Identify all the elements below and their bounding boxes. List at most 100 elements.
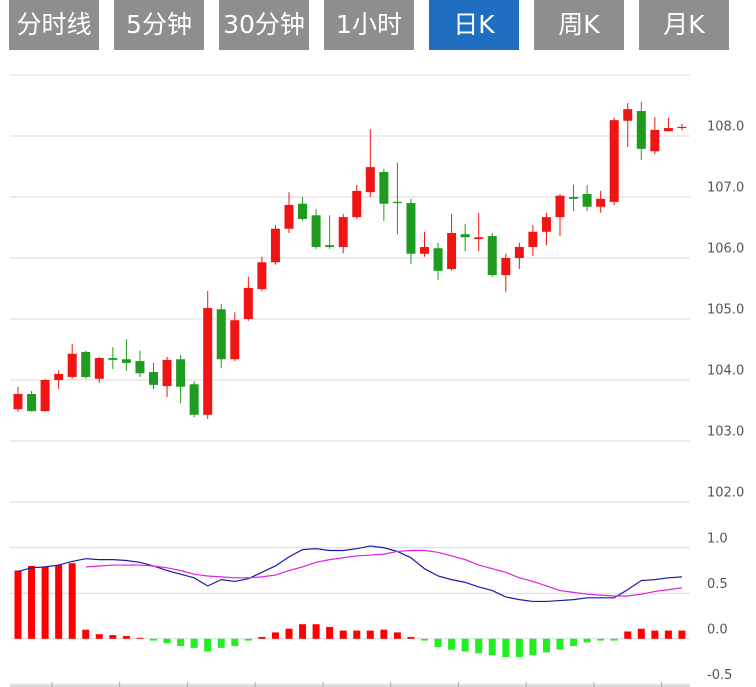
macd-bar [285, 628, 293, 639]
macd-bar [244, 638, 252, 641]
macd-bar [393, 632, 401, 639]
candle-body [609, 120, 619, 202]
candle-body [474, 237, 484, 240]
y-tick-label: 104.0 [707, 364, 744, 379]
macd-bar [28, 565, 36, 639]
macd-bar [678, 630, 686, 639]
macd-line [17, 545, 682, 603]
macd-bar [434, 638, 442, 647]
macd-bar [353, 630, 361, 639]
macd-bar [299, 624, 307, 639]
period-tab[interactable]: 1小时 [324, 0, 414, 50]
candle-body [149, 372, 158, 385]
macd-bar [55, 565, 63, 639]
candle-body [162, 359, 172, 387]
period-tab[interactable]: 月K [639, 0, 729, 50]
candle-body [121, 359, 131, 363]
macd-bar [529, 638, 537, 656]
candle-body [54, 373, 64, 380]
macd-bar [14, 570, 22, 639]
candle-body [636, 110, 646, 149]
macd-bar [542, 638, 550, 653]
macd-bar [163, 638, 171, 644]
candle-body [433, 248, 443, 271]
candle-body [487, 236, 497, 276]
macd-bar [597, 638, 605, 641]
y-tick-label: 108.0 [707, 120, 744, 135]
macd-line [85, 549, 683, 597]
y-tick-label: 102.0 [707, 486, 744, 501]
candle-body [365, 167, 375, 193]
macd-bar [624, 631, 632, 639]
macd-bar [664, 630, 672, 639]
macd-bar [515, 638, 523, 657]
macd-bar [380, 629, 388, 639]
macd-bar [556, 638, 564, 650]
macd-bar [339, 630, 347, 639]
candle-body [284, 204, 294, 229]
macd-bar [502, 638, 510, 657]
period-tab[interactable]: 分时线 [9, 0, 99, 50]
candle-body [541, 217, 551, 232]
candle-body [501, 258, 511, 276]
macd-bar [461, 638, 469, 652]
period-tab[interactable]: 5分钟 [114, 0, 204, 50]
candle-body [569, 197, 579, 199]
candle-body [27, 394, 37, 412]
candle-body [67, 353, 77, 377]
candle-body [176, 359, 186, 387]
candle-body [677, 126, 687, 129]
macd-bar [475, 638, 483, 654]
candle-body [420, 247, 429, 254]
macd-bar [136, 637, 144, 639]
candle-body [270, 228, 280, 263]
candle-body [94, 358, 104, 379]
candle-body [325, 245, 335, 248]
candle-body [230, 320, 240, 360]
y-tick-label: 0.5 [707, 577, 728, 592]
candle-body [135, 361, 145, 374]
macd-bar [610, 638, 618, 641]
macd-bar [68, 563, 76, 639]
macd-bar [150, 638, 157, 641]
candle-body [352, 190, 362, 218]
macd-bar [583, 638, 591, 643]
candle-body [216, 309, 226, 360]
macd-bar [95, 634, 103, 639]
candle-body [650, 129, 660, 152]
candle-body [298, 203, 308, 219]
candle-body [663, 128, 673, 132]
period-tab[interactable]: 日K [429, 0, 519, 50]
period-tab[interactable]: 30分钟 [219, 0, 309, 50]
candle-body [460, 234, 470, 238]
candle-body [623, 109, 633, 121]
candle-body [81, 351, 91, 377]
macd-bar [326, 626, 334, 639]
macd-bar [231, 638, 239, 647]
y-tick-label: 107.0 [707, 181, 744, 196]
candle-body [528, 231, 538, 248]
macd-bar [41, 566, 49, 639]
macd-bar [488, 638, 496, 656]
macd-bar [637, 628, 645, 639]
candle-body [203, 308, 213, 415]
y-tick-label: 0.0 [707, 622, 728, 637]
macd-bar [122, 636, 130, 639]
y-tick-label: -0.5 [707, 668, 732, 683]
macd-bar [651, 630, 659, 639]
macd-bar [271, 632, 279, 639]
macd-bar [312, 624, 320, 639]
period-tab[interactable]: 周K [534, 0, 624, 50]
candle-body [108, 358, 118, 360]
candle-body [311, 215, 321, 248]
macd-bar [258, 636, 266, 639]
macd-bar [190, 638, 198, 648]
y-tick-label: 105.0 [707, 303, 744, 318]
macd-bar [570, 638, 578, 647]
macd-bar [421, 638, 428, 641]
macd-bar [407, 636, 415, 639]
candle-body [40, 380, 50, 412]
candle-body [514, 247, 524, 258]
macd-bar [217, 638, 225, 648]
